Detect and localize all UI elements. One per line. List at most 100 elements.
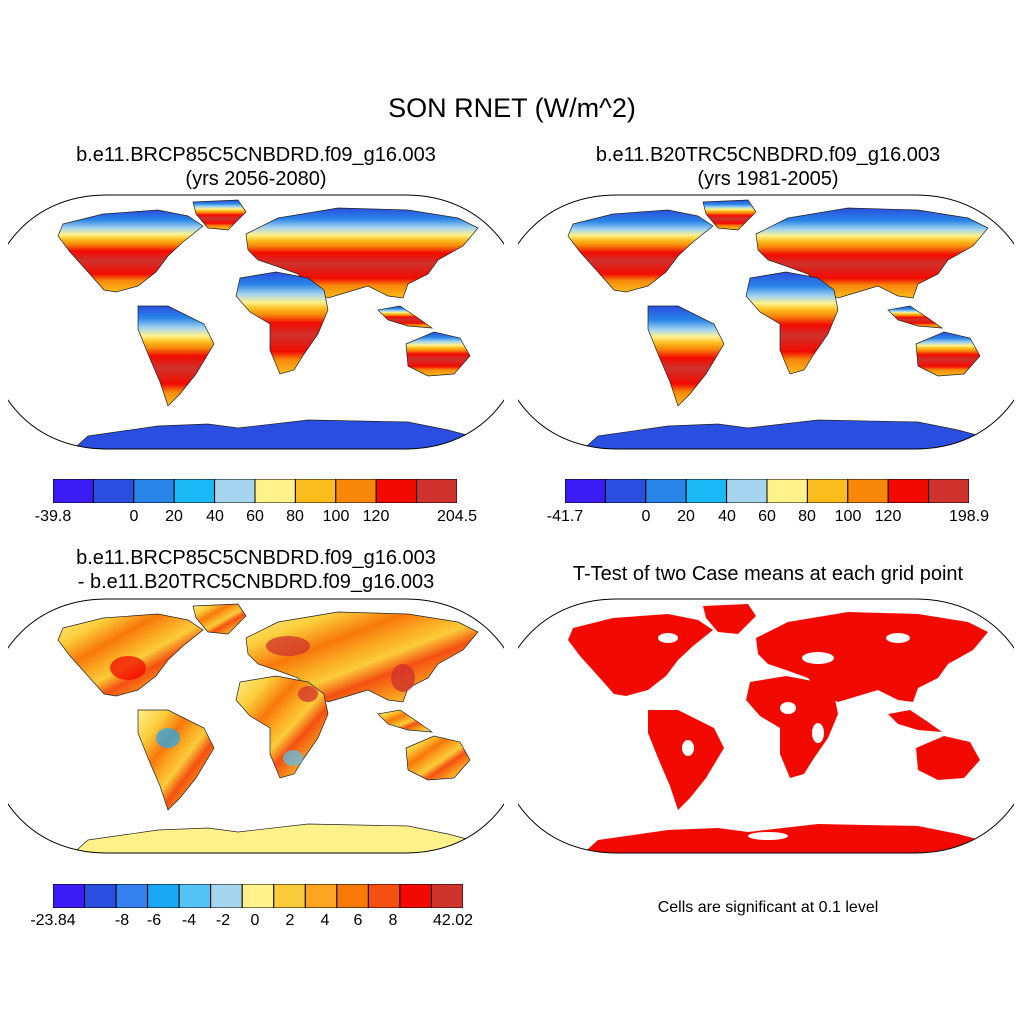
colorbar-swatch: [210, 884, 243, 908]
panel2-tick-label: 120: [874, 508, 902, 525]
panel4-title: T-Test of two Case means at each grid po…: [518, 562, 1018, 586]
colorbar-swatch: [304, 884, 338, 908]
panel4-insignificant-gaps: [658, 633, 910, 840]
panel1-colorbar-svg: [53, 479, 457, 503]
colorbar-swatch: [367, 884, 401, 908]
colorbar-swatch: [133, 479, 175, 503]
panel1-colorbar: [53, 479, 457, 503]
panel3-tick-label: -2: [215, 912, 231, 929]
eurasia: [755, 207, 989, 299]
colorbar-swatch: [115, 884, 149, 908]
panel1-tick-label: 80: [286, 508, 304, 525]
panel1-title: b.e11.BRCP85C5CNBDRD.f09_g16.003 (yrs 20…: [8, 143, 504, 191]
panel2-tick-label: 198.9: [948, 508, 990, 525]
greenland: [192, 603, 247, 635]
gap: [748, 832, 788, 840]
panel2-map-svg: [518, 194, 1014, 450]
south-america: [137, 305, 215, 407]
panel3-tick-label: -6: [146, 912, 162, 929]
africa: [745, 271, 839, 375]
gap: [682, 740, 694, 756]
figure-title: SON RNET (W/m^2): [388, 93, 636, 123]
eurasia: [245, 207, 479, 299]
colorbar-swatch: [399, 884, 432, 908]
panel2-tick-label: 60: [758, 508, 776, 525]
colorbar-swatch: [766, 479, 808, 503]
africa: [235, 271, 329, 375]
gap: [886, 633, 910, 643]
antarctica: [67, 823, 479, 853]
panel3-hotspots: [110, 636, 415, 766]
colorbar-swatch: [178, 884, 212, 908]
panel1-map-svg: [8, 194, 504, 450]
indonesia: [887, 305, 944, 329]
greenland: [192, 199, 247, 231]
significance-note: Cells are significant at 0.1 level: [657, 899, 879, 916]
panel4-map-svg: [518, 598, 1014, 854]
indonesia: [888, 710, 942, 732]
panel2-title-line1: b.e11.B20TRC5CNBDRD.f09_g16.003: [595, 144, 941, 166]
panel2-tick-label: 100: [834, 508, 862, 525]
panel3-tick-label: -8: [114, 912, 130, 929]
hotspot: [298, 686, 318, 702]
colorbar-swatch: [214, 479, 256, 503]
panel1-land: [57, 199, 479, 449]
africa: [746, 676, 838, 778]
panel2-tick-label: 80: [798, 508, 816, 525]
panel2-colorbar: [565, 479, 969, 503]
panel3-tick-label: 42.02: [432, 912, 474, 929]
panel3-title: b.e11.BRCP85C5CNBDRD.f09_g16.003 - b.e11…: [8, 546, 504, 594]
australia: [915, 331, 981, 377]
indonesia: [377, 305, 434, 329]
panel3-tick-label: 4: [320, 912, 330, 929]
colorbar-swatch: [430, 884, 463, 908]
panel2-map: [518, 194, 1014, 450]
australia: [405, 331, 471, 377]
colorbar-swatch: [241, 884, 275, 908]
panel2-tick-label: 20: [677, 508, 695, 525]
eurasia: [245, 611, 479, 703]
colorbar-swatch: [726, 479, 768, 503]
panel3-land: [57, 603, 479, 853]
panel4-title-line1: T-Test of two Case means at each grid po…: [572, 563, 964, 585]
hotspot: [110, 656, 146, 680]
north-america: [57, 209, 204, 293]
panel1-map-border: [8, 194, 504, 450]
colorbar-swatch: [565, 479, 606, 503]
australia: [916, 736, 980, 780]
colorbar-swatch: [92, 479, 135, 503]
panel3-title-line1: b.e11.BRCP85C5CNBDRD.f09_g16.003: [76, 547, 436, 569]
gap: [812, 723, 824, 743]
eurasia: [756, 612, 988, 702]
panel1-tick-label: 204.5: [436, 508, 478, 525]
panel1-map: [8, 194, 504, 450]
greenland: [702, 199, 757, 231]
panel2-title-line2: (yrs 1981-2005): [697, 168, 839, 190]
australia: [405, 735, 471, 781]
greenland: [703, 604, 756, 634]
panel3-map-svg: [8, 598, 504, 854]
colorbar-swatch: [84, 884, 117, 908]
gap: [658, 633, 678, 643]
panel3-tick-label: -4: [181, 912, 197, 929]
panel3-tick-label: 0: [250, 912, 260, 929]
colorbar-swatch: [336, 884, 369, 908]
coolspot: [283, 750, 303, 766]
south-america: [648, 710, 724, 810]
colorbar-swatch: [375, 479, 418, 503]
panel4-land: [568, 604, 988, 853]
panel4-map-border: [518, 598, 1014, 854]
colorbar-swatch: [147, 884, 180, 908]
north-america: [57, 613, 204, 697]
hotspot: [266, 636, 310, 656]
panel1-tick-label: -39.8: [34, 508, 72, 525]
colorbar-swatch: [685, 479, 728, 503]
colorbar-swatch: [847, 479, 889, 503]
panel2-map-border: [518, 194, 1014, 450]
colorbar-swatch: [273, 884, 306, 908]
gap: [780, 702, 796, 714]
panel2-colorbar-labels: -41.7 0 20 40 60 80 100 120 198.9: [547, 508, 989, 528]
panel1-tick-label: 40: [206, 508, 224, 525]
colorbar-swatch: [887, 479, 930, 503]
panel3-map-border: [8, 598, 504, 854]
